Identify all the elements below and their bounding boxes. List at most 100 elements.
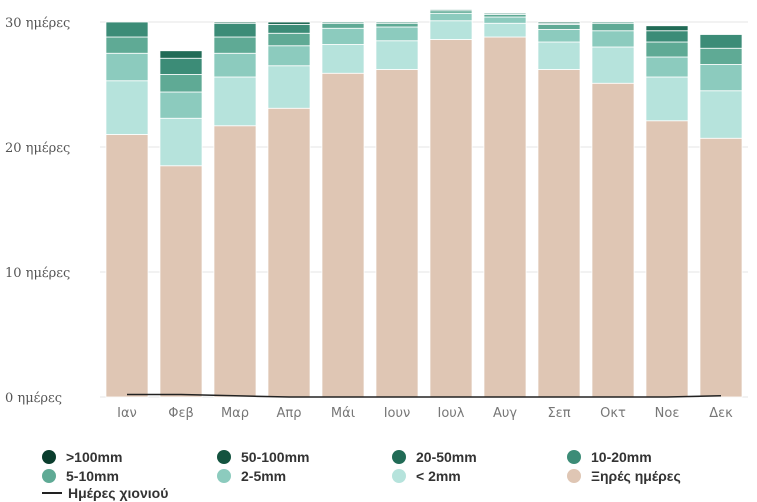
bar-segment: [159, 165, 203, 398]
x-tick-label: Ιαν: [117, 406, 137, 421]
y-axis: 0 ημέρες 10 ημέρες 20 ημέρες 30 ημέρες: [5, 16, 70, 406]
bar-segment: [537, 24, 581, 30]
bar-segment: [213, 76, 257, 127]
legend-item: 50-100mm: [217, 448, 392, 465]
bar-segment: [321, 72, 365, 398]
legend-label: 10-20mm: [591, 448, 652, 465]
bar-segment: [537, 69, 581, 398]
bar-segment: [213, 22, 257, 38]
bar-segment: [591, 21, 635, 24]
legend-label: 50-100mm: [241, 448, 310, 465]
bar-segment: [699, 47, 743, 65]
bar-segment: [105, 80, 149, 135]
bar-segment: [213, 36, 257, 54]
bar-segment: [375, 26, 419, 42]
bar-segment: [375, 69, 419, 398]
legend-item: 10-20mm: [567, 448, 742, 465]
legend-label: 20-50mm: [416, 448, 477, 465]
legend-swatch: [567, 468, 581, 483]
legend-label: >100mm: [66, 448, 123, 465]
x-tick-label: Οκτ: [600, 406, 626, 421]
x-tick-label: Δεκ: [709, 406, 733, 421]
bar-segment: [321, 27, 365, 45]
legend: >100mm 50-100mm 20-50mm 10-20mm 5-10mm 2…: [42, 448, 742, 484]
legend-item: 2-5mm: [217, 467, 392, 484]
x-tick-label: Νοε: [655, 406, 680, 421]
bar-segment: [375, 21, 419, 24]
bar-segment: [699, 90, 743, 139]
bar-segment: [375, 40, 419, 70]
y-tick-label: 10 ημέρες: [5, 266, 70, 281]
bar-segment: [213, 52, 257, 78]
x-axis: Ιαν Φεβ Μαρ Απρ Μάι Ιουν Ιουλ Αυγ Σεπ Οκτ Νοε Δεκ: [117, 406, 733, 421]
bar-segment: [699, 34, 743, 49]
bar-segment: [429, 20, 473, 40]
bar-segment: [699, 64, 743, 92]
legend-swatch: [392, 449, 406, 464]
x-tick-label: Ιουλ: [437, 406, 464, 421]
legend-swatch: [42, 468, 56, 483]
x-tick-label: Φεβ: [168, 406, 194, 421]
legend-label: < 2mm: [416, 467, 461, 484]
bar-segment: [105, 52, 149, 82]
bar-segment: [321, 44, 365, 74]
bar-segment: [483, 36, 527, 398]
bar-segment: [159, 74, 203, 93]
snow-days-line: [127, 393, 722, 398]
bar-segment: [483, 12, 527, 15]
legend-item: < 2mm: [392, 467, 567, 484]
bar-segment: [159, 117, 203, 167]
bar-segment: [591, 22, 635, 32]
x-tick-label: Σεπ: [547, 406, 570, 421]
x-tick-label: Μάι: [331, 406, 355, 421]
bar-segment: [483, 22, 527, 38]
bar-segment: [267, 45, 311, 67]
legend-label: Ημέρες χιονιού: [68, 485, 169, 501]
legend-label: 5-10mm: [66, 467, 119, 484]
bar-segment: [105, 36, 149, 54]
legend-swatch: [42, 449, 56, 464]
bar-segment: [645, 25, 689, 32]
stacked-bar-chart: 0 ημέρες 10 ημέρες 20 ημέρες 30 ημέρες Ιαν Φ…: [5, 9, 748, 421]
bar-segment: [699, 137, 743, 398]
bar-segment: [267, 107, 311, 398]
legend-label: Ξηρές ημέρες: [591, 467, 681, 484]
legend-swatch: [392, 468, 406, 483]
bar-segment: [105, 134, 149, 398]
bar-segment: [375, 22, 419, 28]
y-tick-label: 20 ημέρες: [5, 141, 70, 156]
legend-item: >100mm: [42, 448, 217, 465]
y-tick-label: 30 ημέρες: [5, 16, 70, 31]
bar-segment: [159, 50, 203, 59]
bar-segment: [645, 56, 689, 78]
bar-segment: [159, 91, 203, 119]
bar-segment: [483, 16, 527, 24]
bar-segment: [537, 21, 581, 24]
snow-line-swatch: [42, 492, 62, 494]
bar-segment: [321, 22, 365, 29]
bar-segment: [645, 41, 689, 58]
x-tick-label: Ιουν: [384, 406, 411, 421]
bars: [105, 9, 743, 398]
legend-item: 5-10mm: [42, 467, 217, 484]
bar-segment: [213, 21, 257, 24]
legend-swatch: [567, 449, 581, 464]
bar-segment: [267, 65, 311, 109]
legend-item-snow: Ημέρες χιονιού: [42, 485, 168, 501]
legend-swatch: [217, 449, 231, 464]
bar-segment: [429, 9, 473, 12]
bar-segment: [591, 82, 635, 398]
bar-segment: [537, 41, 581, 70]
legend-label: 2-5mm: [241, 467, 287, 484]
bar-segment: [105, 21, 149, 38]
legend-item: 20-50mm: [392, 448, 567, 465]
bar-segment: [267, 21, 311, 25]
snow-days-series-line: [127, 393, 722, 398]
bar-segment: [159, 57, 203, 75]
y-tick-label: 0 ημέρες: [5, 391, 62, 406]
bar-segment: [645, 120, 689, 398]
bar-segment: [267, 24, 311, 34]
bar-segment: [267, 32, 311, 47]
x-tick-label: Μαρ: [221, 406, 249, 421]
bar-segment: [321, 21, 365, 24]
